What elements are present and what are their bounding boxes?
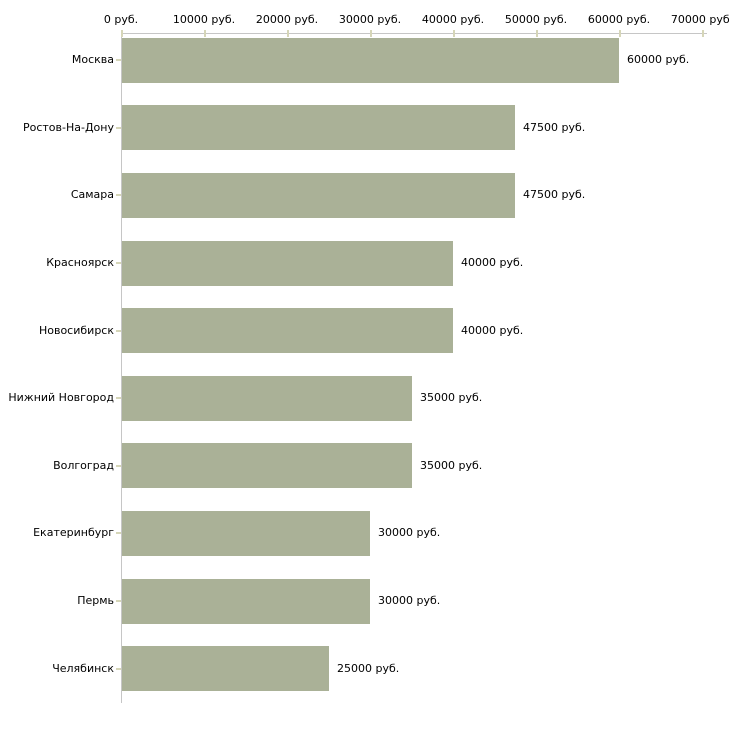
x-tick-label: 0 руб. [103,13,139,26]
bar-value-label: 40000 руб. [461,256,524,269]
x-tick-mark [121,30,123,37]
category-label: Ростов-На-Дону [22,121,114,134]
x-tick-mark [453,30,455,37]
category-tick [116,330,121,332]
category-tick [116,59,121,61]
category-tick [116,532,121,534]
bar [122,443,412,488]
x-tick-mark [370,30,372,37]
bar-value-label: 60000 руб. [627,53,690,66]
category-label: Пермь [77,594,114,607]
bar-value-label: 25000 руб. [337,662,400,675]
category-tick [116,668,121,670]
category-tick [116,397,121,399]
category-tick [116,465,121,467]
category-label: Самара [70,188,114,201]
x-tick-mark [536,30,538,37]
category-label: Москва [71,53,114,66]
x-tick-mark [204,30,206,37]
bar [122,511,370,556]
bar [122,646,329,691]
x-tick-label: 40000 руб. [421,13,485,26]
bar [122,579,370,624]
category-tick [116,600,121,602]
bar-value-label: 30000 руб. [378,526,441,539]
category-label: Новосибирск [38,324,114,337]
bar [122,308,453,353]
x-tick-label: 10000 руб. [172,13,236,26]
x-tick-mark [702,30,704,37]
category-label: Красноярск [46,256,114,269]
x-tick-label: 70000 руб. [670,13,730,26]
category-tick [116,127,121,129]
x-tick-label: 60000 руб. [587,13,651,26]
bar-value-label: 47500 руб. [523,188,586,201]
bar [122,173,515,218]
category-label: Нижний Новгород [8,391,114,404]
bar-value-label: 40000 руб. [461,324,524,337]
category-label: Челябинск [52,662,114,675]
category-tick [116,194,121,196]
x-tick-label: 20000 руб. [255,13,319,26]
x-tick-label: 30000 руб. [338,13,402,26]
category-label: Екатеринбург [33,526,114,539]
bar [122,376,412,421]
category-label: Волгоград [53,459,114,472]
x-tick-label: 50000 руб. [504,13,568,26]
bar-value-label: 35000 руб. [420,391,483,404]
bar [122,38,619,83]
category-tick [116,262,121,264]
x-tick-mark [287,30,289,37]
bar [122,241,453,286]
y-axis-line [121,33,122,703]
bar-value-label: 35000 руб. [420,459,483,472]
bar-value-label: 47500 руб. [523,121,586,134]
x-axis-line [121,33,707,34]
bar-value-label: 30000 руб. [378,594,441,607]
bar [122,105,515,150]
x-tick-mark [619,30,621,37]
